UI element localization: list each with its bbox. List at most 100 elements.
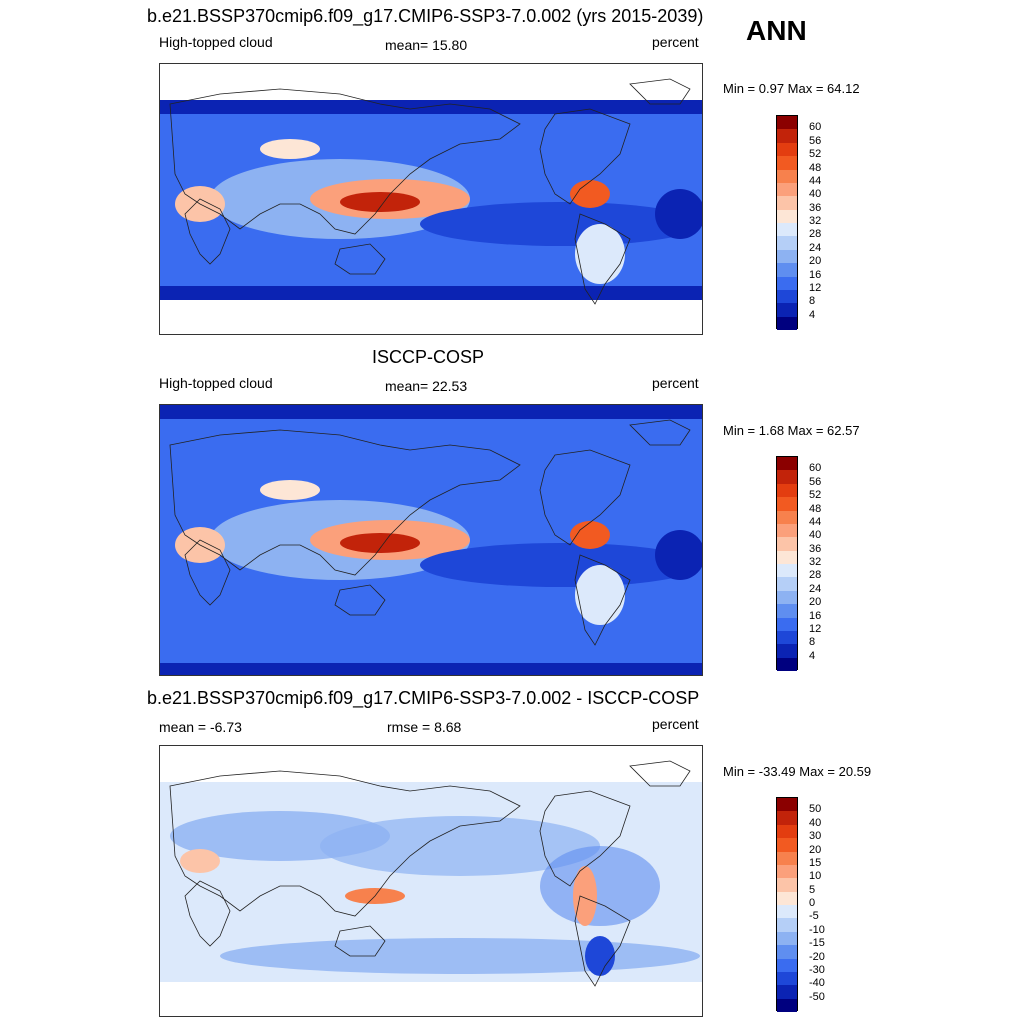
colorbar-label: 32 <box>809 556 822 568</box>
colorbar-swatch <box>777 905 797 919</box>
colorbar-label: 36 <box>809 542 822 555</box>
colorbar-label: 44 <box>809 515 822 528</box>
panel3-minmax: Min = -33.49 Max = 20.59 <box>723 764 872 779</box>
colorbar-swatch <box>777 236 797 250</box>
colorbar-swatches <box>776 797 798 1012</box>
colorbar-swatch <box>777 182 797 197</box>
colorbar-label: 60 <box>809 121 822 134</box>
panel3-units: percent <box>652 716 699 732</box>
colorbar-swatch <box>777 985 797 999</box>
colorbar-swatch <box>777 457 797 471</box>
colorbar-swatch <box>777 998 797 1012</box>
colorbar-label: 52 <box>809 489 822 502</box>
colorbar-swatch <box>777 156 797 170</box>
panel2-title: ISCCP-COSP <box>372 347 485 367</box>
colorbar-label: 48 <box>809 502 822 515</box>
colorbar-label: 28 <box>809 569 822 582</box>
colorbar-label: 40 <box>809 529 822 542</box>
colorbar-swatch <box>777 142 797 157</box>
panel1-units: percent <box>652 34 699 50</box>
colorbar-swatch <box>777 864 797 879</box>
colorbar-swatch <box>777 824 797 839</box>
colorbar-swatch <box>777 657 797 671</box>
colorbar-swatch <box>777 590 797 605</box>
colorbar-swatch <box>777 116 797 130</box>
colorbar-label: 24 <box>809 241 822 254</box>
colorbar-swatch <box>777 945 797 959</box>
colorbar-swatch <box>777 577 797 591</box>
colorbar-swatch <box>777 537 797 551</box>
colorbar-swatch <box>777 249 797 264</box>
panel2-mean: mean= 22.53 <box>385 378 468 394</box>
colorbar-label: 28 <box>809 228 822 241</box>
colorbar-label: 0 <box>809 897 816 909</box>
colorbar-swatch <box>777 169 797 183</box>
colorbar-label: -10 <box>809 923 825 936</box>
season-label: ANN <box>746 15 807 46</box>
colorbar-label: 8 <box>809 295 816 308</box>
colorbar-swatch <box>777 617 797 631</box>
colorbar-swatch <box>777 263 797 277</box>
panel2-variable-label: High-topped cloud <box>159 375 273 391</box>
colorbar-swatch <box>777 510 797 524</box>
colorbar-swatch <box>777 971 797 986</box>
colorbar-swatch <box>777 129 797 143</box>
panel2-minmax: Min = 1.68 Max = 62.57 <box>723 423 860 438</box>
colorbar-label: 12 <box>809 622 822 635</box>
colorbar-swatch <box>777 851 797 865</box>
colorbar-label: 15 <box>809 856 822 869</box>
colorbar-label: 20 <box>809 596 822 609</box>
colorbar-swatch <box>777 811 797 825</box>
coastlines <box>169 760 691 987</box>
colorbar-swatch <box>777 891 797 905</box>
colorbar-swatch <box>777 918 797 932</box>
colorbar-swatch <box>777 958 797 972</box>
colorbar-label: 32 <box>809 215 822 227</box>
colorbar-label: 40 <box>809 816 822 829</box>
colorbar-label: 4 <box>809 308 816 321</box>
colorbar-label: -15 <box>809 937 825 950</box>
colorbar-swatch <box>777 564 797 578</box>
panel2-colorbar: 60 56 52 48 44 40 36 32 28 24 20 16 12 8 4 <box>776 456 836 671</box>
colorbar-swatch <box>777 931 797 946</box>
panel1-minmax: Min = 0.97 Max = 64.12 <box>723 81 860 96</box>
panel1-mean: mean= 15.80 <box>385 37 468 53</box>
colorbar-label: -20 <box>809 950 825 963</box>
panel3-rmse: rmse = 8.68 <box>387 719 462 735</box>
coastlines <box>169 78 691 305</box>
colorbar-swatch <box>777 483 797 498</box>
colorbar-label: 60 <box>809 462 822 475</box>
colorbar-swatch <box>777 276 797 290</box>
colorbar-label: 56 <box>809 134 822 147</box>
colorbar-swatches <box>776 456 798 671</box>
colorbar-swatch <box>777 550 797 564</box>
colorbar-swatch <box>777 470 797 484</box>
colorbar-label: 50 <box>809 803 822 816</box>
panel3-map <box>159 745 703 1017</box>
coastlines <box>169 419 691 646</box>
panel1-title: b.e21.BSSP370cmip6.f09_g17.CMIP6-SSP3-7.… <box>147 6 704 26</box>
colorbar-swatch <box>777 523 797 538</box>
colorbar-label: 52 <box>809 148 822 161</box>
colorbar-label: 10 <box>809 870 822 883</box>
panel1-variable-label: High-topped cloud <box>159 34 273 50</box>
colorbar-label: -40 <box>809 977 825 990</box>
colorbar-swatch <box>777 497 797 511</box>
colorbar-label: 40 <box>809 188 822 201</box>
map-field <box>160 100 702 300</box>
colorbar-label: 8 <box>809 636 816 649</box>
map-field <box>160 782 702 982</box>
colorbar-label: 5 <box>809 883 816 896</box>
colorbar-label: 16 <box>809 609 822 622</box>
colorbar-swatch <box>777 798 797 812</box>
colorbar-label: -50 <box>809 990 825 1003</box>
panel3-mean: mean = -6.73 <box>159 719 242 735</box>
colorbar-swatch <box>777 209 797 223</box>
colorbar-label: 44 <box>809 174 822 187</box>
colorbar-swatch <box>777 289 797 304</box>
colorbar-label: 16 <box>809 268 822 281</box>
colorbar-label: 24 <box>809 582 822 595</box>
colorbar-swatch <box>777 223 797 237</box>
panel2-map <box>159 404 703 676</box>
colorbar-label: 20 <box>809 255 822 268</box>
